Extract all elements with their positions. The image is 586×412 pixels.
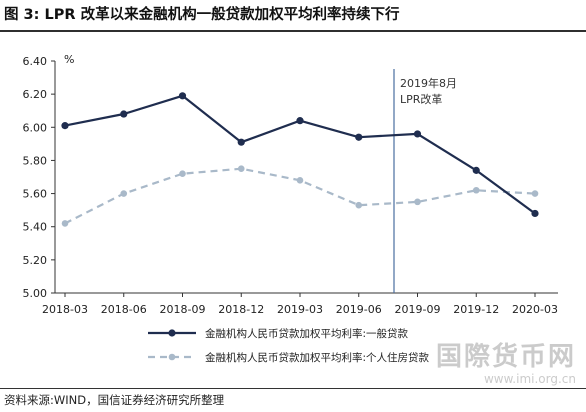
data-point-general-loan [413, 130, 422, 138]
watermark-text: 国際货币网 [435, 342, 576, 372]
x-tick-label: 2019-12 [453, 303, 499, 316]
watermark-logo: 国際货币网 www.imi.org.cn [436, 342, 576, 386]
x-tick-label: 2019-03 [277, 303, 323, 316]
data-point-mortgage [120, 190, 128, 197]
data-point-mortgage [179, 170, 186, 177]
data-point-general-loan [355, 133, 363, 141]
data-point-general-loan [178, 92, 187, 100]
title-divider [0, 30, 586, 32]
lpr-reform-annotation: 2019年8月 [400, 76, 457, 90]
x-tick-label: 2019-09 [395, 303, 441, 316]
legend-label-mortgage: 金融机构人民币贷款加权平均利率:个人住房贷款 [205, 351, 430, 364]
data-point-general-loan [472, 166, 480, 174]
x-tick-label: 2018-12 [218, 303, 264, 316]
data-point-mortgage [237, 165, 245, 173]
data-point-mortgage [414, 198, 421, 206]
source-note: 资料来源:WIND，国信证券经济研究所整理 [4, 393, 225, 407]
data-point-mortgage [296, 177, 304, 184]
series-line-mortgage [64, 167, 536, 225]
data-point-mortgage [472, 186, 480, 194]
legend-marker [168, 353, 176, 361]
y-tick-label: 6.20 [23, 88, 48, 101]
y-tick-label: 6.00 [23, 121, 48, 134]
line-chart: 5.00 5.20 5.40 5.60 5.80 6.00 6.20 6.40 % 2018-03… [23, 53, 558, 364]
y-tick-label: 5.20 [23, 254, 48, 267]
y-tick-label: 5.80 [23, 154, 48, 167]
x-tick-label: 2018-06 [101, 303, 147, 316]
y-axis-unit-label: % [64, 53, 74, 66]
series-line-general-loan [64, 94, 536, 215]
lpr-reform-annotation: LPR改革 [400, 92, 442, 106]
y-tick-label: 5.60 [23, 188, 48, 201]
data-point-mortgage [531, 190, 539, 197]
legend-marker [168, 329, 176, 337]
x-tick-label: 2018-09 [160, 303, 206, 316]
watermark-url: www.imi.org.cn [483, 372, 576, 386]
data-point-general-loan [120, 110, 128, 118]
y-tick-label: 6.40 [23, 55, 48, 68]
x-tick-label: 2018-03 [42, 303, 88, 316]
x-tick-label: 2019-06 [336, 303, 382, 316]
y-tick-label: 5.00 [23, 287, 48, 300]
data-point-mortgage [355, 201, 363, 209]
legend-label-general-loan: 金融机构人民币贷款加权平均利率:一般贷款 [205, 327, 409, 340]
data-point-general-loan [531, 209, 539, 218]
source-divider [0, 388, 586, 389]
data-point-general-loan [237, 138, 245, 146]
x-tick-label: 2020-03 [512, 303, 558, 316]
data-point-general-loan [296, 117, 304, 125]
chart-title: 图 3: LPR 改革以来金融机构一般贷款加权平均利率持续下行 [4, 7, 400, 23]
data-point-mortgage [61, 220, 69, 227]
y-tick-label: 5.40 [23, 221, 48, 234]
data-point-general-loan [61, 122, 69, 130]
